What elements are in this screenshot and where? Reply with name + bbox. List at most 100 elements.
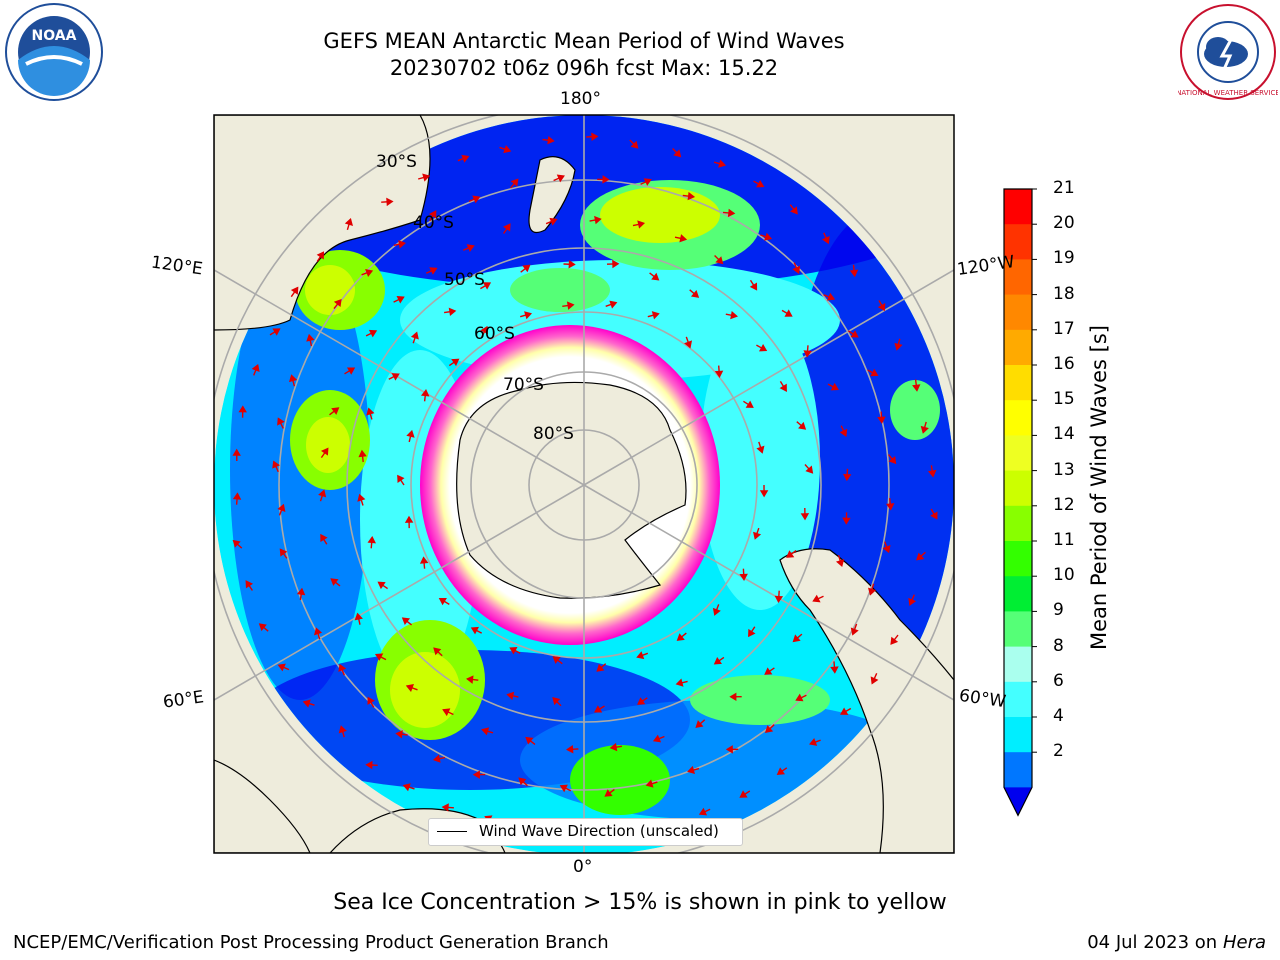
colorbar-segment	[1004, 576, 1032, 612]
wind-wave-arrowhead	[552, 697, 561, 706]
lat-label-50s: 50°S	[444, 270, 485, 290]
wind-wave-arrowhead	[441, 803, 449, 812]
wind-wave-arrowhead	[835, 559, 845, 567]
wind-wave-arrowhead	[566, 745, 574, 754]
wind-wave-arrowhead	[687, 191, 696, 201]
colorbar-tick-label: 16	[1053, 354, 1075, 374]
wind-wave-arrowhead	[470, 626, 480, 635]
wind-wave-arrowhead	[480, 325, 488, 335]
colorbar-tick-label: 12	[1053, 494, 1075, 515]
colorbar	[1003, 188, 1037, 817]
wind-wave-arrowhead	[698, 807, 708, 816]
wind-wave-arrowhead	[401, 617, 411, 625]
colorbar-tick-label: 15	[1053, 389, 1075, 410]
wind-wave-arrowhead	[398, 240, 406, 249]
colorbar-tick-label: 13	[1053, 459, 1075, 480]
wind-wave-arrowhead	[330, 578, 339, 586]
wind-wave-arrowhead	[842, 517, 851, 525]
wind-wave-arrowhead	[357, 493, 366, 502]
wind-wave-arrowhead	[466, 675, 474, 684]
wind-wave-arrowhead	[549, 217, 558, 226]
wind-wave-arrowhead	[386, 197, 394, 207]
colorbar-segment	[1004, 505, 1032, 542]
wind-wave-arrowhead	[338, 725, 347, 734]
wind-wave-arrowhead	[930, 511, 938, 520]
wind-wave-arrowhead	[729, 692, 737, 702]
wind-wave-arrowhead	[429, 267, 438, 275]
wind-wave-arrowhead	[684, 340, 693, 349]
wind-wave-arrowhead	[739, 790, 748, 798]
map-legend: Wind Wave Direction (unscaled)	[428, 818, 743, 846]
wind-wave-arrowhead	[314, 627, 323, 636]
wind-wave-arrowhead	[396, 296, 405, 304]
wind-wave-arrowhead	[524, 311, 533, 320]
wind-wave-arrowhead	[472, 770, 480, 779]
wind-wave-arrowhead	[805, 465, 814, 474]
wind-wave-arrowhead	[272, 328, 281, 336]
wind-wave-arrowhead	[849, 269, 859, 278]
nws-logo-icon: NATIONAL WEATHER SERVICE	[1178, 4, 1278, 100]
wind-wave-arrowhead	[272, 460, 281, 469]
colorbar-segment	[1004, 189, 1032, 225]
wind-wave-arrowhead	[749, 282, 758, 291]
wind-wave-arrowhead	[748, 628, 756, 638]
colorbar-tick-label: 4	[1053, 706, 1064, 726]
wind-wave-arrowhead	[894, 342, 903, 351]
wind-wave-arrowhead	[525, 736, 534, 745]
wind-wave-arrowhead	[786, 550, 795, 558]
wind-wave-arrowhead	[712, 607, 721, 616]
wind-wave-arrowhead	[547, 135, 555, 145]
wind-wave-arrowhead	[779, 383, 787, 392]
wind-wave-arrowhead	[695, 720, 704, 729]
wind-wave-arrowhead	[420, 389, 430, 397]
wind-wave-arrowhead	[764, 725, 774, 734]
wind-wave-arrowhead	[503, 145, 512, 154]
wind-wave-arrowhead	[809, 738, 818, 746]
map-frame	[213, 114, 955, 854]
chart-title: GEFS MEAN Antarctic Mean Period of Wind …	[323, 29, 845, 53]
wind-wave-arrowhead	[422, 173, 431, 182]
wind-wave-arrows	[232, 132, 938, 837]
wind-wave-arrowhead	[448, 307, 457, 317]
madagascar-area-land	[214, 759, 311, 853]
colorbar-tick-label: 19	[1053, 248, 1075, 269]
wind-wave-arrowhead	[830, 666, 839, 674]
wind-wave-arrowhead	[877, 416, 886, 424]
wind-wave-arrowhead	[612, 259, 620, 269]
wind-wave-arrowhead	[518, 777, 527, 786]
colorbar-segment	[1004, 365, 1032, 401]
wind-wave-arrowhead	[277, 503, 286, 512]
wind-wave-arrowhead	[251, 363, 260, 373]
credit-machine: Hera	[1222, 932, 1266, 953]
wind-wave-arrowhead	[566, 301, 575, 310]
colorbar-segment	[1004, 681, 1032, 718]
wind-wave-arrowhead	[843, 473, 852, 482]
wind-wave-arrowhead	[316, 251, 325, 260]
colorbar-segment	[1004, 646, 1032, 683]
wind-wave-arrowhead	[636, 651, 645, 660]
wind-wave-arrowhead	[277, 663, 286, 672]
footnote: Sea Ice Concentration > 15% is shown in …	[333, 890, 947, 915]
graticule	[214, 115, 954, 853]
wind-wave-arrowhead	[609, 300, 618, 309]
wind-wave-arrowhead	[290, 286, 299, 295]
wind-wave-arrowhead	[759, 490, 769, 498]
wind-wave-arrowhead	[410, 331, 419, 340]
lat-label-80s: 80°S	[533, 424, 574, 444]
wind-wave-arrowhead	[756, 445, 765, 454]
wind-wave-arrowhead	[433, 647, 442, 656]
wind-wave-arrowhead	[776, 767, 785, 775]
wind-wave-arrowhead	[442, 708, 451, 717]
wind-wave-arrowhead	[715, 256, 724, 265]
wind-wave-arrowhead	[637, 220, 646, 229]
antarctica-land	[456, 381, 687, 599]
wind-wave-arrowhead	[651, 311, 660, 320]
wind-wave-arrowhead	[556, 174, 565, 183]
wind-wave-arrowhead	[481, 727, 490, 736]
wind-wave-arrowhead	[745, 400, 754, 408]
wind-wave-arrowhead	[839, 428, 848, 437]
wind-wave-arrowhead	[428, 210, 437, 219]
wind-wave-arrowhead	[637, 697, 646, 705]
wind-wave-arrowhead	[358, 449, 367, 458]
